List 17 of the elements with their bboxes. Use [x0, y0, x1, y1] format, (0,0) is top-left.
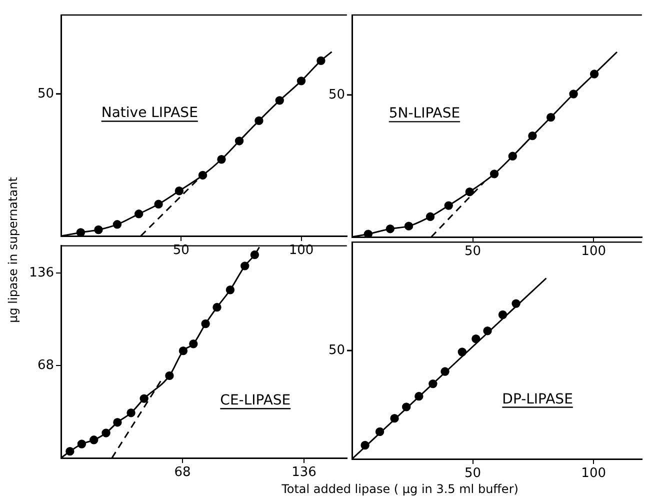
x-axis-title: Total added lipase ( µg in 3.5 ml buffer)	[282, 482, 518, 496]
x-tick-label: 136	[292, 465, 316, 480]
x-tick-label: 68	[174, 465, 191, 480]
annotation: 50	[328, 87, 345, 102]
text: CE-LIPASE	[220, 392, 291, 409]
x-tick-label: 100	[581, 244, 606, 260]
x-tick-label: 50	[172, 243, 190, 258]
annotation: 50	[328, 342, 345, 358]
text: 50	[37, 86, 54, 102]
x-tick-label: 50	[464, 466, 482, 482]
x-tick-label: 50	[464, 244, 482, 260]
y-axis-title: µg lipase in supernatant	[6, 177, 20, 323]
text: 5N-LIPASE	[388, 106, 460, 122]
text: DP-LIPASE	[502, 391, 573, 408]
text: Native LIPASE	[101, 105, 198, 122]
point	[472, 334, 480, 344]
x-tick-label: 100	[581, 466, 606, 482]
